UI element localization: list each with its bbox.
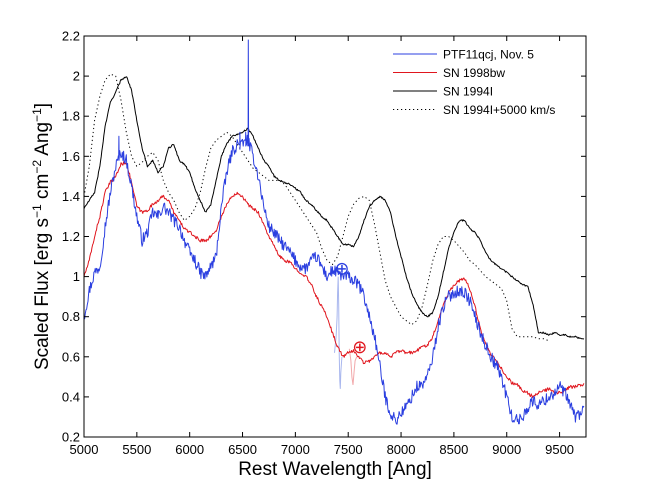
x-tick-label: 7500 — [334, 442, 363, 457]
x-tick-labels: 5000 5500 6000 6500 7000 7500 8000 8500 9000 9500 — [70, 442, 575, 457]
axis-ticks — [83, 35, 586, 438]
telluric-feature-line — [334, 276, 343, 389]
y-axis-title: Scaled Flux [erg s−1 cm−2 Ang−1] — [30, 103, 53, 370]
legend-label: SN 1998bw — [443, 66, 505, 80]
series-line-sn-1998bw — [83, 161, 585, 399]
y-tick-label: 2 — [73, 69, 80, 84]
x-tick-label: 5000 — [70, 442, 99, 457]
x-axis-title: Rest Wavelength [Ang] — [238, 459, 432, 480]
y-tick-label: 1.8 — [62, 109, 80, 124]
x-tick-label: 6500 — [228, 442, 257, 457]
y-tick-label: 1.2 — [62, 229, 80, 244]
telluric-feature-line — [348, 348, 358, 385]
earth-symbol-icon: ⊕ — [334, 259, 349, 279]
earth-symbol-icon: ⊕ — [352, 337, 367, 357]
spectra-series — [83, 39, 585, 425]
y-tick-label: 2.2 — [62, 29, 80, 44]
legend-label: SN 1994I — [443, 85, 493, 99]
x-tick-label: 5500 — [122, 442, 151, 457]
y-tick-label: 1 — [73, 269, 80, 284]
x-tick-label: 8000 — [387, 442, 416, 457]
legend: PTF11qcj, Nov. 5 SN 1998bw SN 1994I SN 1994… — [393, 48, 555, 117]
x-tick-label: 8500 — [439, 442, 468, 457]
x-tick-label: 7000 — [281, 442, 310, 457]
x-tick-label: 6000 — [175, 442, 204, 457]
y-tick-label: 0.8 — [62, 309, 80, 324]
y-tick-label: 1.4 — [62, 189, 80, 204]
series-line-ptf11qcj-nov-5 — [83, 39, 585, 425]
legend-label: SN 1994I+5000 km/s — [443, 103, 555, 117]
y-tick-labels: 0.2 0.4 0.6 0.8 1 1.2 1.4 1.6 1.8 2 2.2 — [62, 29, 80, 445]
y-tick-label: 0.2 — [62, 430, 80, 445]
x-tick-label: 9500 — [545, 442, 574, 457]
telluric-markers: ⊕⊕ — [334, 259, 367, 357]
y-tick-label: 0.6 — [62, 349, 80, 364]
y-tick-label: 0.4 — [62, 389, 80, 404]
plot-frame — [83, 35, 587, 438]
x-tick-label: 9000 — [492, 442, 521, 457]
legend-label: PTF11qcj, Nov. 5 — [443, 48, 534, 62]
telluric-features — [334, 276, 358, 389]
series-line-sn-1994i — [83, 76, 585, 340]
y-tick-label: 1.6 — [62, 149, 80, 164]
